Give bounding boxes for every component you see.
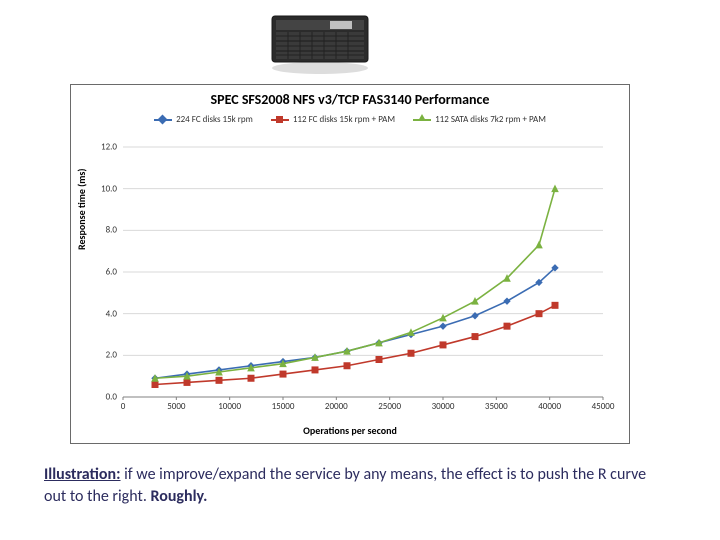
x-tick-label: 0 — [121, 401, 126, 412]
x-tick-label: 5000 — [167, 401, 185, 412]
caption-text: Illustration: if we improve/expand the s… — [44, 464, 664, 507]
legend-label: 224 FC disks 15k rpm — [176, 114, 253, 125]
y-tick-label: 0.0 — [106, 392, 117, 403]
plot-area: 0.02.04.06.08.010.012.005000100001500020… — [123, 147, 603, 397]
legend-item: 224 FC disks 15k rpm — [154, 114, 253, 125]
x-tick-label: 20000 — [325, 401, 348, 412]
legend-swatch — [154, 119, 172, 121]
chart-container: SPEC SFS2008 NFS v3/TCP FAS3140 Performa… — [70, 84, 630, 444]
y-tick-label: 4.0 — [106, 308, 117, 319]
caption-lead: Illustration: — [44, 465, 121, 484]
legend-item: 112 SATA disks 7k2 rpm + PAM — [413, 114, 546, 125]
chart-legend: 224 FC disks 15k rpm 112 FC disks 15k rpm… — [71, 114, 629, 125]
x-tick-label: 10000 — [218, 401, 241, 412]
legend-label: 112 SATA disks 7k2 rpm + PAM — [435, 114, 546, 125]
x-tick-label: 45000 — [592, 401, 615, 412]
x-tick-label: 30000 — [432, 401, 455, 412]
legend-label: 112 FC disks 15k rpm + PAM — [293, 114, 395, 125]
y-tick-label: 6.0 — [106, 267, 117, 278]
x-axis-label: Operations per second — [71, 424, 629, 437]
y-tick-label: 8.0 — [106, 225, 117, 236]
legend-swatch — [413, 119, 431, 121]
x-tick-label: 15000 — [272, 401, 295, 412]
x-tick-label: 25000 — [378, 401, 401, 412]
x-tick-label: 35000 — [485, 401, 508, 412]
device-image — [260, 10, 380, 76]
caption-tail: Roughly. — [150, 487, 207, 506]
y-tick-label: 2.0 — [106, 350, 117, 361]
chart-title: SPEC SFS2008 NFS v3/TCP FAS3140 Performa… — [71, 85, 629, 112]
legend-swatch — [271, 119, 289, 121]
y-tick-label: 12.0 — [101, 142, 117, 153]
y-tick-label: 10.0 — [101, 183, 117, 194]
x-tick-label: 40000 — [538, 401, 561, 412]
plot-svg — [123, 147, 603, 397]
legend-item: 112 FC disks 15k rpm + PAM — [271, 114, 395, 125]
y-axis-label: Response time (ms) — [75, 168, 88, 250]
caption-body: if we improve/expand the service by any … — [44, 465, 646, 506]
